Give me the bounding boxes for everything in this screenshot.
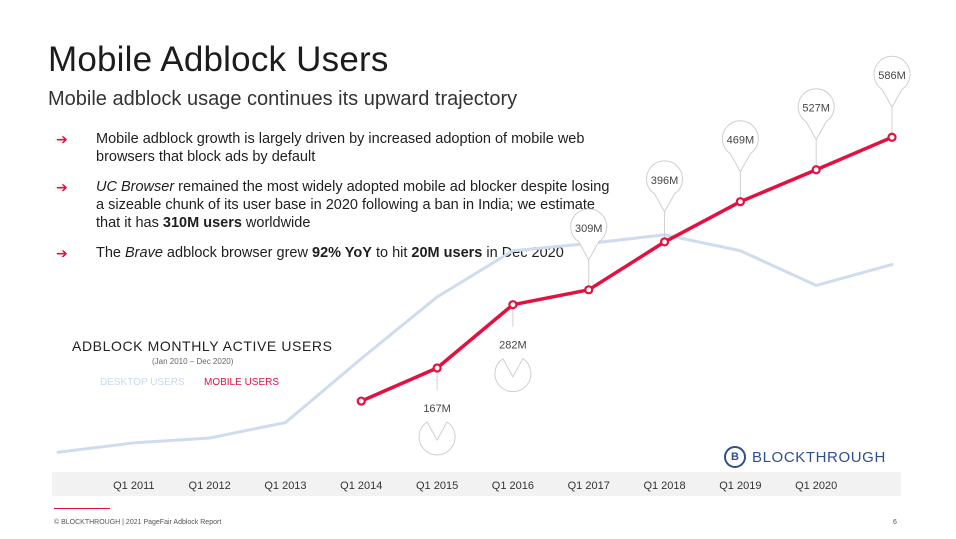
bullet-text: Brave [125,245,163,261]
bullet-text: adblock browser grew [162,245,312,261]
bullet-item: ➔ Mobile adblock growth is largely driven… [56,130,616,166]
data-label: 469M [727,135,755,147]
data-point [584,285,594,295]
bullet-text: Mobile adblock growth is largely driven … [96,131,585,165]
x-tick-label: Q1 2017 [568,480,610,492]
data-label: 586M [878,70,906,82]
desktop-users-line [56,233,894,454]
data-label: 309M [575,223,603,235]
data-label-pin [418,421,456,456]
data-label-pin [646,160,684,213]
footer-credit: © BLOCKTHROUGH | 2021 PageFair Adblock R… [54,519,222,526]
data-point [659,237,670,247]
mobile-users-line [359,135,894,403]
data-label-pin [797,88,835,141]
bullet-text: 92% YoY [312,245,372,261]
x-tick-label: Q1 2020 [795,480,837,492]
data-label: 167M [423,403,451,415]
x-tick-label: Q1 2019 [719,480,761,492]
bullet-text: 20M users [411,245,483,261]
data-markers [356,132,897,406]
bullet-text: to hit [371,245,412,261]
bullet-text: worldwide [241,215,311,231]
data-point [508,300,518,310]
page-subtitle: Mobile adblock usage continues its upwar… [48,88,518,110]
page-number: 6 [893,519,897,526]
data-label: 282M [499,340,527,352]
x-tick-label: Q1 2015 [416,480,458,492]
x-tick-label: Q1 2016 [492,480,534,492]
page-title: Mobile Adblock Users [48,40,389,79]
data-point [356,396,366,406]
data-label: 396M [651,175,679,187]
data-point [887,132,897,142]
legend-mobile-users: MOBILE USERS [204,377,280,388]
footer-divider [54,508,110,509]
bullet-arrow-icon: ➔ [56,245,68,261]
blockthrough-logo: B BLOCKTHROUGH [724,446,886,468]
x-tick-label: Q1 2012 [189,480,231,492]
bullet-text: 310M users [162,215,242,231]
chart-title: ADBLOCK MONTHLY ACTIVE USERS [72,338,333,354]
x-tick-label: Q1 2018 [643,480,685,492]
data-label-pin [721,120,759,173]
series-lines [56,135,894,454]
data-point [811,165,821,175]
bullet-text: remained the most widely adopted mobile … [96,179,610,231]
bullet-arrow-icon: ➔ [56,179,68,195]
legend-desktop-users: DESKTOP USERS [100,377,185,388]
bullet-list: ➔ Mobile adblock growth is largely driven… [56,130,616,274]
data-label-pin [494,357,532,393]
x-axis-ticks: Q1 2011 Q1 2012 Q1 2013 Q1 2014 Q1 2015 Q1 20… [113,480,837,492]
bullet-text: UC Browser [96,179,175,195]
blockthrough-logo-mark: B [724,446,746,468]
data-point [432,363,442,373]
blockthrough-logo-text: BLOCKTHROUGH [752,448,886,466]
data-labels: 167M 282M 309M 396M 469M 527M 586M [418,55,911,456]
bullet-item: ➔ The Brave adblock browser grew 92% YoY … [56,244,616,262]
data-label-pin [570,208,608,261]
chart-subtitle: (Jan 2010 – Dec 2020) [152,357,234,366]
x-tick-label: Q1 2013 [264,480,306,492]
bullet-arrow-icon: ➔ [56,131,68,147]
x-axis-band [52,472,901,496]
bullet-text: The [96,245,126,261]
data-point [735,197,745,207]
x-tick-label: Q1 2014 [340,480,382,492]
data-label: 527M [802,103,830,115]
data-label-pin [873,55,911,109]
x-tick-label: Q1 2011 [113,480,154,492]
bullet-item: ➔ UC Browser remained the most widely ado… [56,178,616,232]
